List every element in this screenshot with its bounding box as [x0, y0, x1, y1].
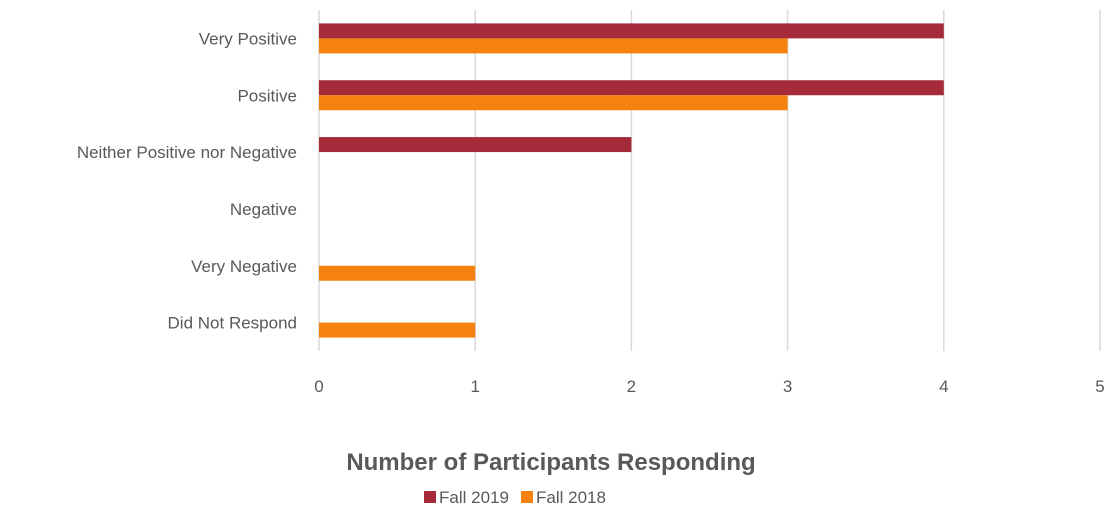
category-label: Positive	[237, 86, 297, 105]
bar-fall-2019	[319, 80, 944, 96]
legend-label: Fall 2019	[439, 488, 509, 507]
category-labels: Very Positive Positive Neither Positive no…	[77, 29, 297, 332]
legend-label: Fall 2018	[536, 488, 606, 507]
category-label: Did Not Respond	[168, 314, 297, 333]
category-label: Neither Positive nor Negative	[77, 143, 297, 162]
x-tick-labels: 0 1 2 3 4 5	[314, 377, 1104, 396]
bar-fall-2018	[319, 38, 788, 54]
x-tick-label: 0	[314, 377, 323, 396]
x-axis-title: Number of Participants Responding	[346, 449, 755, 476]
x-tick-label: 3	[783, 377, 792, 396]
x-tick-label: 4	[939, 377, 948, 396]
x-tick-label: 5	[1095, 377, 1104, 396]
bar-fall-2019	[319, 23, 944, 39]
category-label: Very Positive	[199, 29, 297, 48]
bar-fall-2018	[319, 322, 476, 338]
legend-swatch	[424, 491, 436, 503]
x-tick-label: 1	[470, 377, 479, 396]
gridlines	[318, 10, 1101, 351]
legend: Fall 2019 Fall 2018	[424, 488, 606, 507]
bar-fall-2018	[319, 95, 788, 111]
bar-fall-2018	[319, 265, 476, 281]
legend-swatch	[521, 491, 533, 503]
category-label: Negative	[230, 200, 297, 219]
x-tick-label: 2	[627, 377, 636, 396]
category-label: Very Negative	[191, 257, 297, 276]
bar-fall-2019	[319, 137, 632, 153]
bars	[319, 23, 944, 338]
